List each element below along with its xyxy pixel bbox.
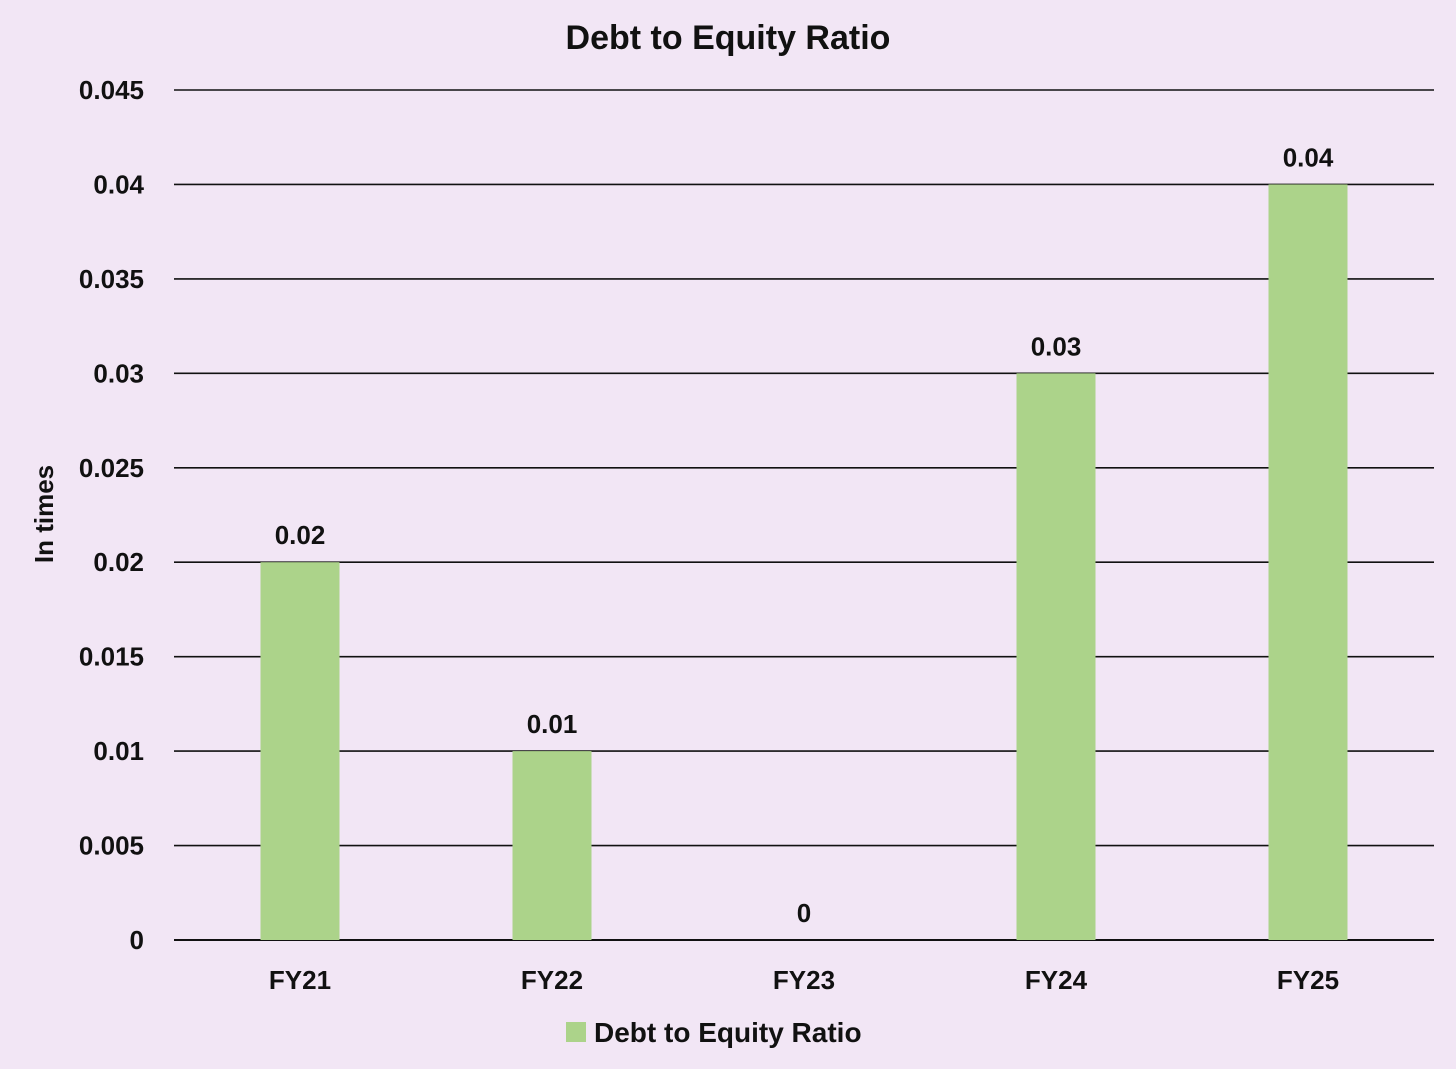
y-axis-label: In times (29, 465, 59, 563)
y-tick-label: 0.025 (79, 453, 144, 483)
bar-data-label: 0.04 (1283, 142, 1334, 172)
chart-title: Debt to Equity Ratio (566, 19, 891, 57)
y-tick-label: 0.03 (93, 358, 144, 388)
y-tick-label: 0.04 (93, 169, 144, 199)
data-labels: 0.02 0.01 0 0.03 0.04 (275, 142, 1334, 928)
y-tick-label: 0.005 (79, 831, 144, 861)
bar-data-label: 0.02 (275, 520, 326, 550)
bar (512, 751, 592, 940)
y-tick-label: 0.01 (93, 736, 144, 766)
bar (260, 562, 340, 940)
x-tick-label: FY24 (1025, 965, 1088, 995)
x-tick-label: FY23 (773, 965, 835, 995)
y-tick-label: 0.035 (79, 264, 144, 294)
x-axis-ticks: FY21 FY22 FY23 FY24 FY25 (269, 965, 1339, 995)
x-tick-label: FY21 (269, 965, 331, 995)
bar-data-label: 0.01 (527, 709, 578, 739)
x-tick-label: FY25 (1277, 965, 1339, 995)
y-tick-label: 0.045 (79, 75, 144, 105)
legend: Debt to Equity Ratio (566, 1017, 862, 1048)
y-axis-ticks: 0 0.005 0.01 0.015 0.02 0.025 0.03 0.035 0.04 0.0… (79, 75, 145, 955)
gridlines (174, 89, 1434, 941)
bar-data-label: 0 (797, 898, 811, 928)
legend-label: Debt to Equity Ratio (594, 1017, 862, 1048)
x-tick-label: FY22 (521, 965, 583, 995)
y-tick-label: 0.015 (79, 642, 144, 672)
y-tick-label: 0.02 (93, 547, 144, 577)
bar-data-label: 0.03 (1031, 331, 1082, 361)
bar (1016, 373, 1096, 940)
bars (260, 184, 1348, 940)
legend-swatch (566, 1022, 586, 1042)
y-tick-label: 0 (130, 925, 144, 955)
bar (1268, 184, 1348, 940)
